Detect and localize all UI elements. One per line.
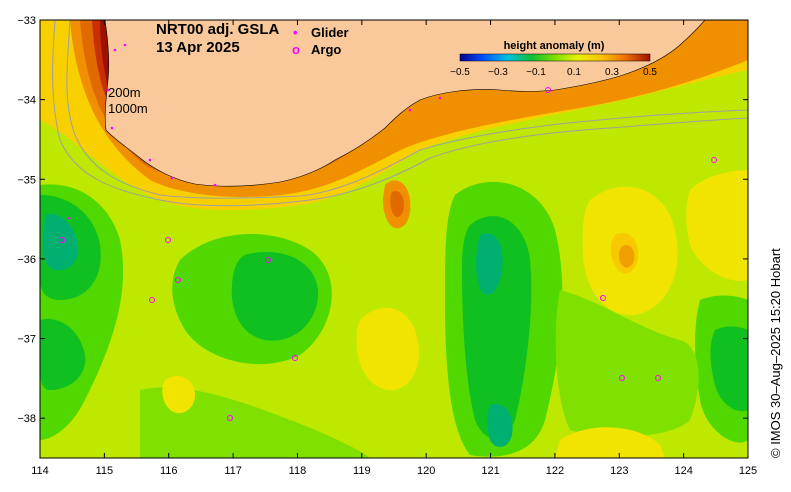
glider-point[interactable] xyxy=(110,126,114,130)
colorbar-ticks: −0.5 −0.3 −0.1 0.1 0.3 0.5 xyxy=(450,67,657,78)
argo-float[interactable] xyxy=(175,277,181,283)
high-ne-center xyxy=(618,244,635,268)
argo-float[interactable] xyxy=(619,375,625,381)
argo-float[interactable] xyxy=(600,295,606,301)
lowband-mid xyxy=(555,290,699,437)
glider-point[interactable] xyxy=(170,176,174,180)
colorbar-tick-label: −0.5 xyxy=(450,67,470,78)
argo-floats xyxy=(59,87,717,421)
argo-float[interactable] xyxy=(292,355,298,361)
glider-point[interactable] xyxy=(408,108,412,112)
plot-frame xyxy=(39,19,749,459)
high-blob-119-core xyxy=(390,190,404,217)
colorbar-tick-label: −0.3 xyxy=(488,67,508,78)
eddy-east-inner xyxy=(476,233,503,295)
argo-float[interactable] xyxy=(227,415,233,421)
y-tick-label: −34 xyxy=(17,95,36,107)
glider-point[interactable] xyxy=(148,158,152,162)
x-tick-label: 124 xyxy=(674,465,692,477)
isobath-200m xyxy=(66,20,748,199)
x-tick-label: 122 xyxy=(546,465,564,477)
high-south xyxy=(555,427,665,458)
argo-marker-icon: o xyxy=(292,42,300,57)
x-tick-label: 115 xyxy=(96,465,114,477)
glider-point[interactable] xyxy=(106,88,110,92)
eddy-south-inner xyxy=(487,404,513,447)
isobath-label-200m: 200m xyxy=(108,85,141,100)
glider-point[interactable] xyxy=(123,43,127,47)
argo-float[interactable] xyxy=(59,237,65,243)
colorbar-tick-label: 0.1 xyxy=(567,67,581,78)
glider-marker-icon: • xyxy=(293,25,298,40)
glider-point[interactable] xyxy=(67,216,71,220)
high-mid xyxy=(356,307,419,391)
argo-float[interactable] xyxy=(149,297,155,303)
high-sw xyxy=(162,375,195,414)
glider-tracks xyxy=(67,43,442,220)
x-tick-label: 120 xyxy=(417,465,435,477)
australia-land xyxy=(104,20,706,187)
x-tick-label: 123 xyxy=(610,465,628,477)
credit-text: © IMOS 30–Aug–2025 15:20 Hobart xyxy=(768,248,783,458)
glider-point[interactable] xyxy=(438,96,442,100)
x-tick-label: 117 xyxy=(224,465,242,477)
isobath-1000m xyxy=(52,20,748,207)
lowband-south xyxy=(140,387,370,458)
eddy-se-core xyxy=(710,326,748,412)
argo-float[interactable] xyxy=(165,237,171,243)
colorbar-tick-label: 0.3 xyxy=(605,67,619,78)
map-plot-area xyxy=(40,20,748,458)
x-tick-label: 118 xyxy=(289,465,307,477)
map-date: 13 Apr 2025 xyxy=(156,39,240,56)
y-tick-label: −33 xyxy=(17,15,36,27)
y-tick-label: −35 xyxy=(17,174,36,186)
y-tick-label: −38 xyxy=(17,413,36,425)
eddy-sw-core xyxy=(40,319,86,390)
x-tick-label: 114 xyxy=(31,465,49,477)
legend-argo-label: Argo xyxy=(311,42,341,57)
y-tick-label: −37 xyxy=(17,334,36,346)
colorbar-tick-label: −0.1 xyxy=(526,67,546,78)
y-tick-label: −36 xyxy=(17,254,36,266)
x-tick-label: 121 xyxy=(481,465,499,477)
x-tick-label: 116 xyxy=(160,465,178,477)
argo-float[interactable] xyxy=(711,157,717,163)
argo-float[interactable] xyxy=(265,257,271,263)
eddy-center-core xyxy=(231,251,319,341)
colorbar-tick-label: 0.5 xyxy=(643,67,657,78)
isobath-label-1000m: 1000m xyxy=(108,101,148,116)
colorbar xyxy=(459,53,651,62)
legend-glider-label: Glider xyxy=(311,25,349,40)
x-axis: 114 115 116 117 118 119 120 121 122 123 124 125 xyxy=(31,20,757,477)
high-east-edge xyxy=(686,170,748,281)
y-axis: −33 −34 −35 −36 −37 −38 xyxy=(17,15,748,425)
colorbar-title: height anomaly (m) xyxy=(504,40,605,52)
x-tick-label: 125 xyxy=(739,465,757,477)
argo-float[interactable] xyxy=(545,87,551,93)
glider-point[interactable] xyxy=(213,183,217,187)
x-tick-label: 119 xyxy=(353,465,371,477)
map-title: NRT00 adj. GSLA xyxy=(156,21,280,38)
glider-point[interactable] xyxy=(113,48,117,52)
argo-float[interactable] xyxy=(655,375,661,381)
